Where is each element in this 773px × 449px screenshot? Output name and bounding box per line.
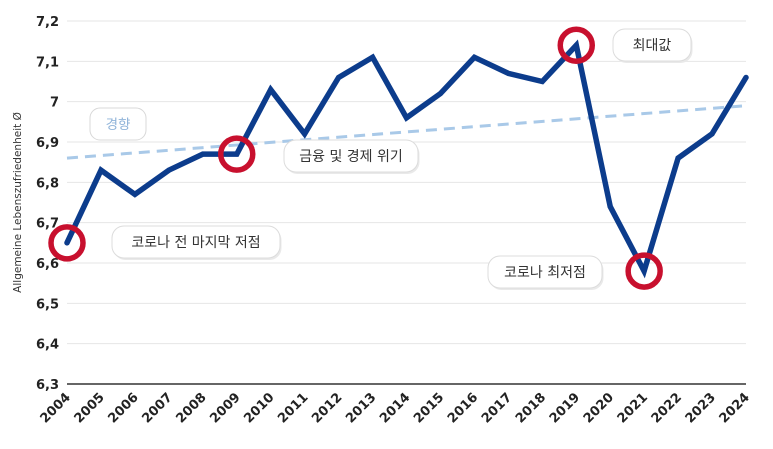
y-tick-label: 6,3 bbox=[36, 378, 59, 393]
y-tick-label: 6,4 bbox=[36, 338, 59, 353]
x-tick-label: 2016 bbox=[445, 390, 481, 426]
x-tick-label: 2021 bbox=[615, 390, 651, 426]
x-tick-label: 2022 bbox=[649, 390, 685, 426]
data-point bbox=[505, 70, 511, 76]
data-point bbox=[675, 155, 681, 161]
callout-label: 코로나 최저점 bbox=[504, 265, 586, 281]
callout-box bbox=[283, 139, 419, 173]
data-point bbox=[268, 87, 274, 93]
data-point bbox=[64, 240, 70, 246]
x-tick-label: 2014 bbox=[377, 390, 413, 426]
data-point bbox=[302, 131, 308, 137]
data-point bbox=[437, 91, 443, 97]
data-point bbox=[336, 74, 342, 80]
y-tick-label: 7,2 bbox=[36, 15, 59, 30]
trend-line bbox=[66, 104, 747, 160]
x-axis-ticks: 2004200520062007200820092010201120122013… bbox=[38, 390, 753, 426]
data-point bbox=[607, 204, 613, 210]
data-point bbox=[166, 167, 172, 173]
data-point bbox=[370, 54, 376, 60]
y-axis-ticks: 6,3 6,4 6,5 6,6 6,7 6,8 6,9 7 7,1 7,2 bbox=[36, 15, 59, 393]
y-tick-label: 6,6 bbox=[36, 257, 59, 272]
x-tick-label: 2013 bbox=[343, 390, 379, 426]
trend-label-box bbox=[89, 107, 147, 141]
highlight-marker bbox=[557, 26, 595, 64]
data-points bbox=[64, 42, 749, 274]
x-tick-label: 2006 bbox=[106, 390, 142, 426]
callout: 금융 및 경제 위기 bbox=[218, 135, 420, 174]
x-tick-label: 2017 bbox=[479, 390, 515, 426]
callout-label: 코로나 전 마지막 저점 bbox=[131, 235, 260, 251]
y-axis-label: Allgemeine Lebenszufriedenheit Ø bbox=[12, 112, 24, 293]
data-point bbox=[132, 191, 138, 197]
grid-lines bbox=[67, 20, 746, 345]
x-tick-label: 2012 bbox=[309, 390, 345, 426]
data-point bbox=[200, 151, 206, 157]
x-tick-label: 2015 bbox=[411, 390, 447, 426]
y-tick-label: 6,7 bbox=[36, 217, 59, 232]
data-point bbox=[743, 74, 749, 80]
y-tick-label: 7 bbox=[50, 96, 59, 111]
y-tick-label: 6,8 bbox=[36, 176, 59, 191]
x-tick-label: 2019 bbox=[547, 390, 583, 426]
data-point bbox=[234, 151, 240, 157]
x-tick-label: 2009 bbox=[207, 390, 243, 426]
callout-label: 최대값 bbox=[633, 38, 672, 54]
x-tick-label: 2004 bbox=[38, 390, 74, 426]
trend-label: 경향 bbox=[106, 117, 131, 133]
y-tick-label: 7,1 bbox=[36, 55, 59, 70]
x-tick-label: 2018 bbox=[513, 390, 549, 426]
data-point bbox=[709, 131, 715, 137]
data-point bbox=[98, 167, 104, 173]
highlight-marker bbox=[48, 224, 86, 262]
callout-box bbox=[612, 28, 692, 62]
x-tick-label: 2024 bbox=[717, 390, 753, 426]
trend-line-group: 경향 bbox=[66, 104, 747, 160]
x-tick-label: 2007 bbox=[139, 390, 175, 426]
highlight-marker bbox=[625, 252, 663, 290]
callout: 코로나 최저점 bbox=[487, 252, 663, 290]
callout-label: 금융 및 경제 위기 bbox=[299, 149, 403, 165]
callout: 최대값 bbox=[557, 26, 693, 64]
x-tick-label: 2020 bbox=[581, 390, 617, 426]
y-tick-label: 6,5 bbox=[36, 297, 59, 312]
callout-box bbox=[487, 255, 603, 289]
x-tick-label: 2011 bbox=[275, 390, 311, 426]
data-point bbox=[539, 79, 545, 84]
callout: 코로나 전 마지막 저점 bbox=[48, 224, 282, 262]
x-tick-label: 2010 bbox=[241, 390, 277, 426]
x-tick-label: 2005 bbox=[72, 390, 108, 426]
data-point bbox=[404, 115, 409, 121]
x-tick-label: 2008 bbox=[173, 390, 209, 426]
y-tick-label: 6,9 bbox=[36, 136, 59, 151]
data-point bbox=[641, 268, 647, 274]
data-point bbox=[471, 54, 477, 60]
callout-box bbox=[111, 225, 281, 259]
highlight-marker bbox=[218, 135, 256, 173]
x-tick-label: 2023 bbox=[683, 390, 719, 426]
data-point bbox=[573, 42, 579, 48]
